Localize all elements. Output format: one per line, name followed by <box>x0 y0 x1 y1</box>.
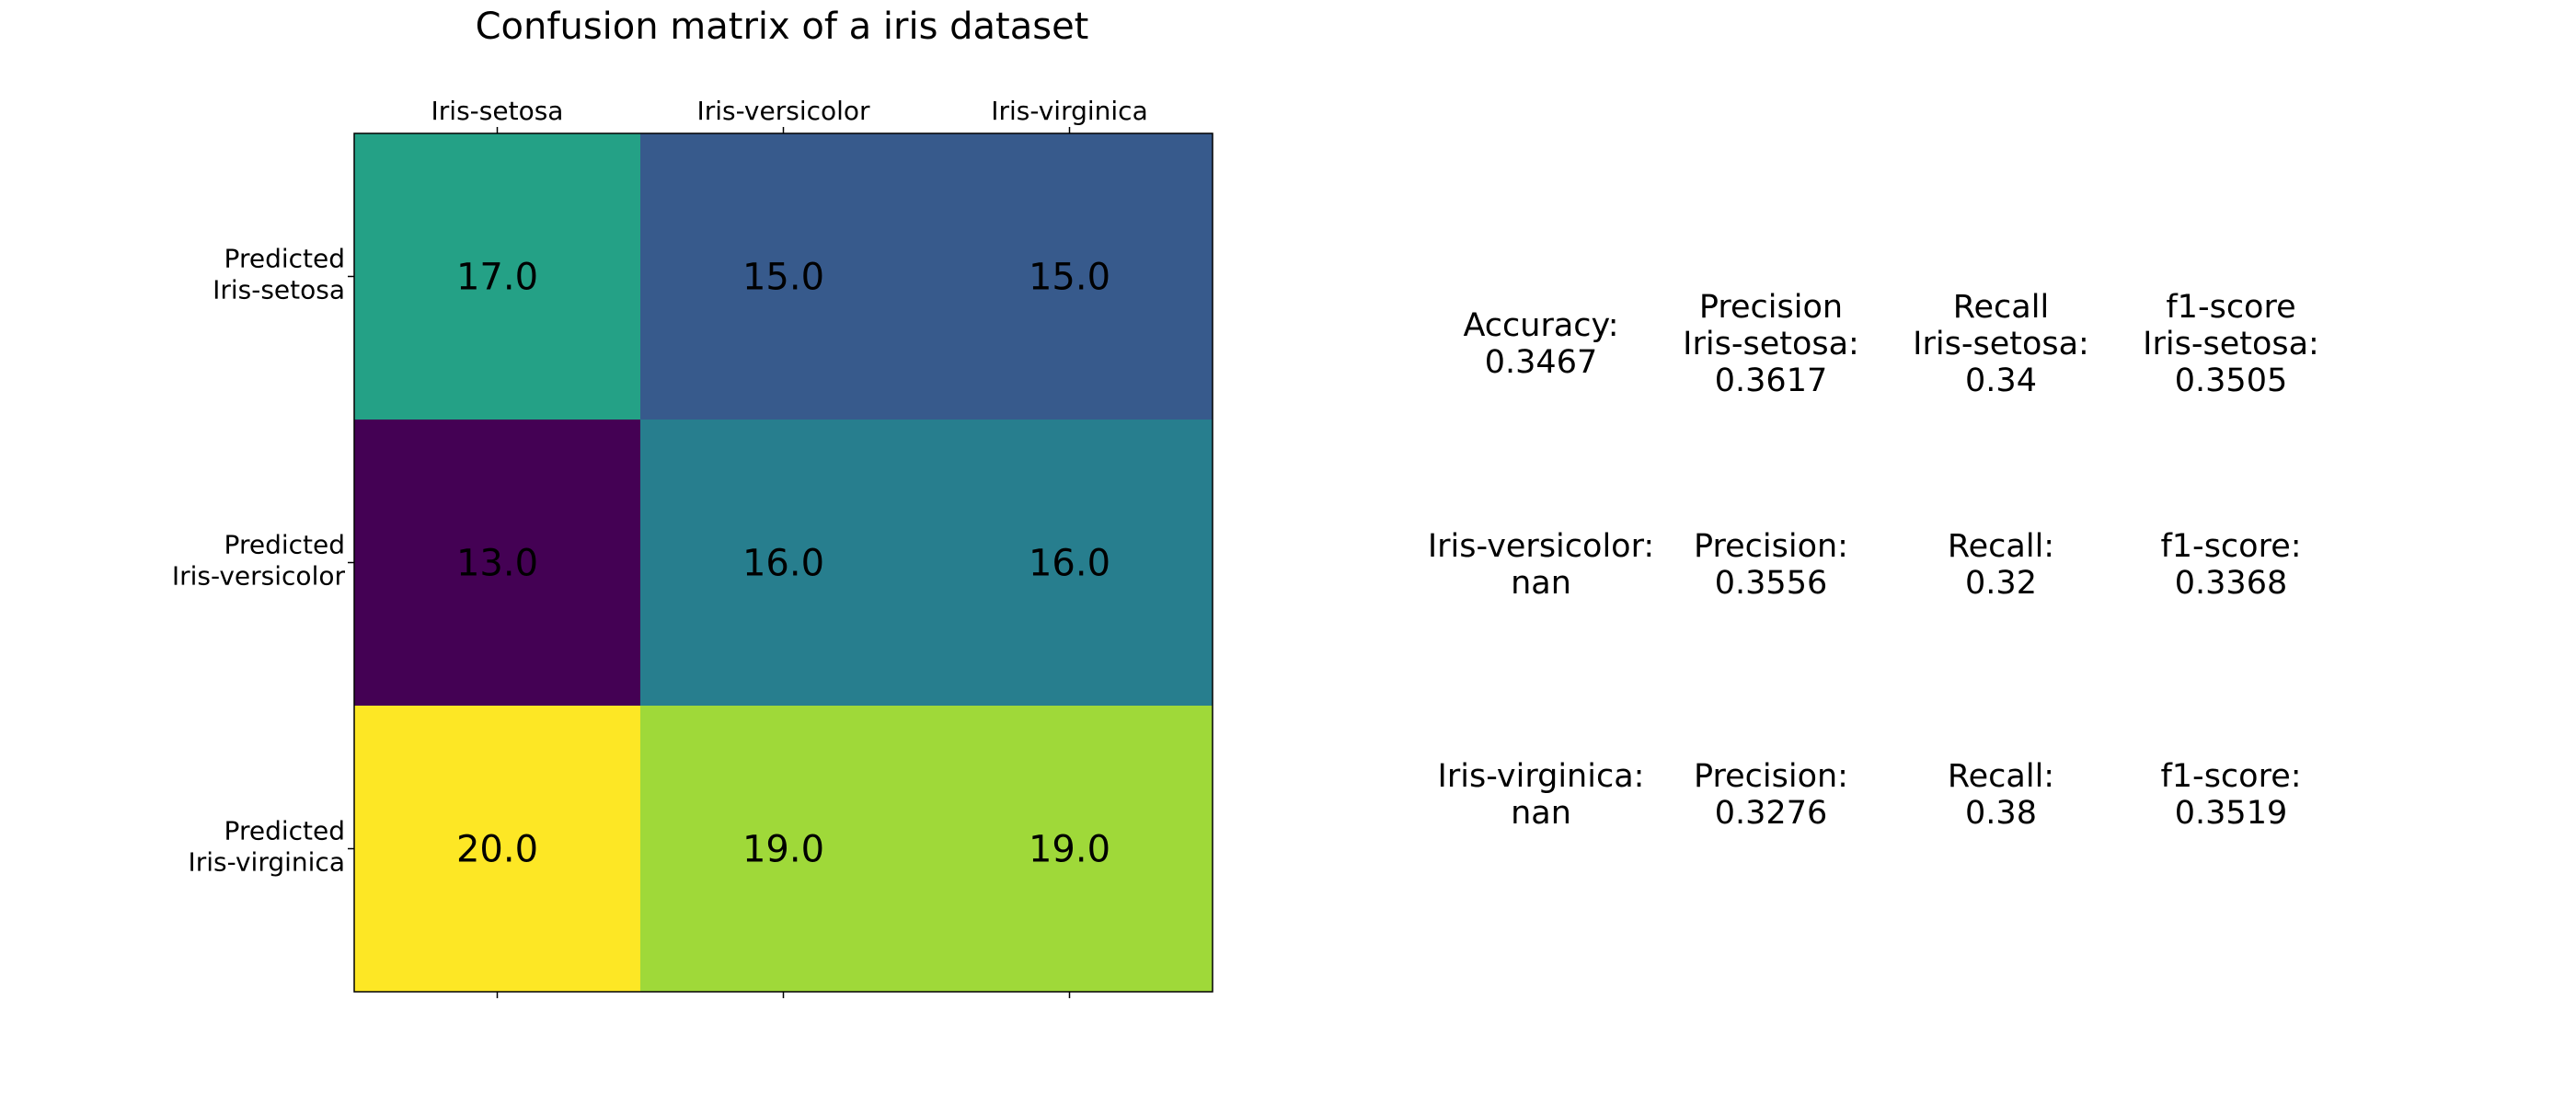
y-tick-label: Iris-versicolor <box>172 561 346 592</box>
y-tick-label: Predicted <box>224 816 345 846</box>
x-tick-label: Iris-virginica <box>991 96 1148 126</box>
y-tick-label: Predicted <box>224 244 345 274</box>
x-tick-label: Iris-setosa <box>431 96 564 126</box>
metric-text: Recall: <box>1948 528 2054 565</box>
cell-value-label: 19.0 <box>742 829 824 871</box>
y-tick-label: Predicted <box>224 530 345 560</box>
y-axis: PredictedIris-setosaPredictedIris-versic… <box>172 244 354 878</box>
heatmap-cells <box>354 133 1213 993</box>
metric-text: Iris-setosa: <box>1913 326 2089 362</box>
metric-text: nan <box>1511 795 1571 832</box>
metric-text: 0.3467 <box>1485 344 1597 381</box>
cell-value-label: 15.0 <box>742 257 824 299</box>
metric-text: 0.3556 <box>1715 565 1827 602</box>
heatmap-cell <box>640 706 927 993</box>
metric-text: Accuracy: <box>1463 307 1618 344</box>
metric-text: 0.3519 <box>2175 795 2287 832</box>
metric-text: Recall <box>1953 289 2049 326</box>
metric-text: 0.32 <box>1965 565 2037 602</box>
heatmap-cell <box>354 420 641 707</box>
metric-text: 0.3368 <box>2175 565 2287 602</box>
metric-text: 0.34 <box>1965 362 2037 399</box>
heatmap-cell <box>926 133 1213 420</box>
metric-text: Precision: <box>1694 758 1848 795</box>
cell-value-label: 20.0 <box>456 829 538 871</box>
metric-text: nan <box>1511 565 1571 602</box>
heatmap-cell <box>926 420 1213 707</box>
metric-text: Precision <box>1699 289 1843 326</box>
cell-value-label: 17.0 <box>456 257 538 299</box>
heatmap-cell <box>354 706 641 993</box>
y-tick-label: Iris-virginica <box>189 847 346 878</box>
heatmap-cell <box>640 420 927 707</box>
y-tick-label: Iris-setosa <box>213 275 345 305</box>
metric-text: Recall: <box>1948 758 2054 795</box>
metric-text: f1-score <box>2166 289 2295 326</box>
metric-text: Iris-versicolor: <box>1428 528 1654 565</box>
metric-text: Iris-setosa: <box>2143 326 2319 362</box>
metric-text: Precision: <box>1694 528 1848 565</box>
heatmap-annotations: 17.0 15.0 15.0 13.0 16.0 16.0 20.0 19.0 19.0 <box>456 257 1110 871</box>
metrics-panel: Accuracy:0.3467PrecisionIris-setosa:0.36… <box>1428 289 2319 832</box>
metric-text: 0.3276 <box>1715 795 1827 832</box>
metric-text: f1-score: <box>2160 758 2301 795</box>
metric-text: Iris-setosa: <box>1683 326 1859 362</box>
metric-text: 0.3505 <box>2175 362 2287 399</box>
cell-value-label: 19.0 <box>1029 829 1110 871</box>
cell-value-label: 13.0 <box>456 543 538 585</box>
heatmap-cell <box>926 706 1213 993</box>
metric-text: 0.3617 <box>1715 362 1827 399</box>
metric-text: Iris-virginica: <box>1438 758 1645 795</box>
chart-title: Confusion matrix of a iris dataset <box>476 6 1089 48</box>
x-tick-label: Iris-versicolor <box>696 96 870 126</box>
cell-value-label: 15.0 <box>1029 257 1110 299</box>
cell-value-label: 16.0 <box>1029 543 1110 585</box>
metric-text: f1-score: <box>2160 528 2301 565</box>
heatmap-cell <box>640 133 927 420</box>
metric-text: 0.38 <box>1965 795 2037 832</box>
cell-value-label: 16.0 <box>742 543 824 585</box>
x-axis: Iris-setosa Iris-versicolor Iris-virginica <box>431 96 1148 998</box>
heatmap-cell <box>354 133 641 420</box>
